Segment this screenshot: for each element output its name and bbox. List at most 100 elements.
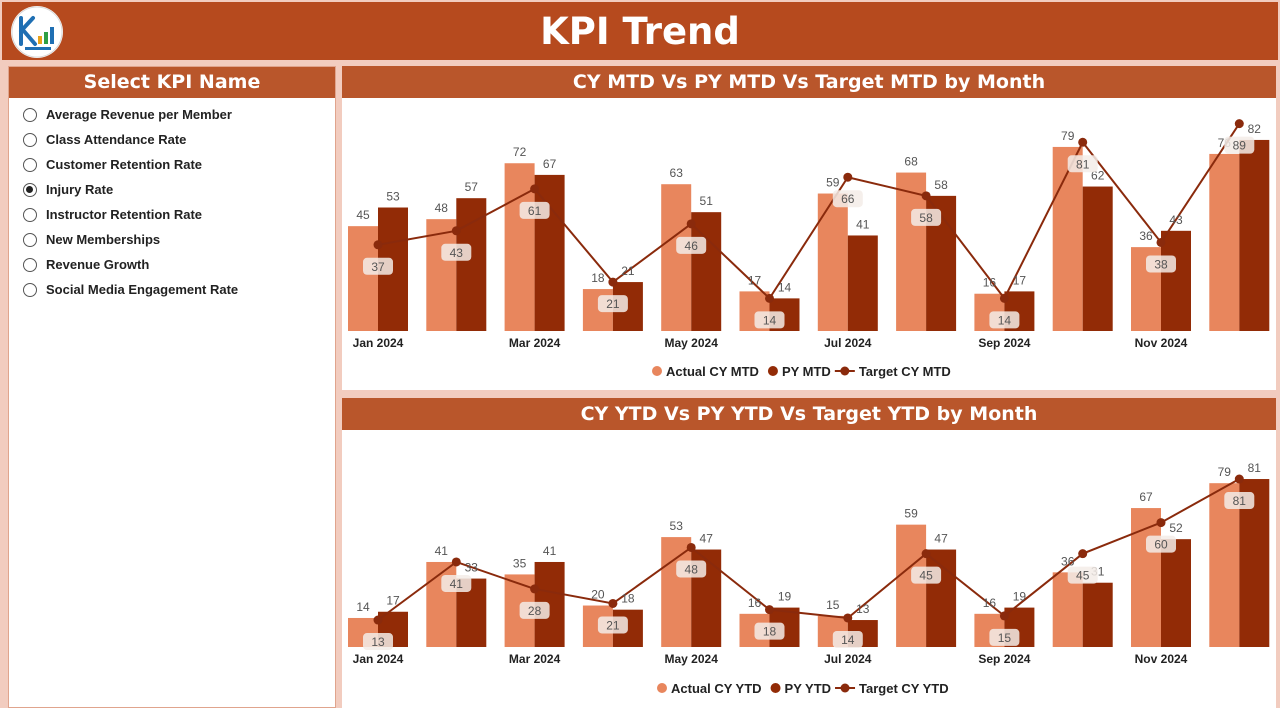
target-label-box	[1146, 535, 1176, 553]
target-label-box	[754, 622, 785, 640]
target-point	[765, 293, 774, 303]
py-value-label: 47	[934, 532, 948, 546]
mtd-chart-panel: CY MTD Vs PY MTD Vs Target MTD by Month …	[342, 66, 1276, 390]
radio-button[interactable]	[23, 182, 37, 197]
target-point	[1156, 518, 1166, 528]
legend-label: Actual CY YTD	[671, 681, 762, 696]
target-label-box	[363, 257, 393, 275]
py-value-label: 58	[934, 178, 948, 192]
target-value-label: 21	[606, 297, 620, 311]
target-point	[921, 191, 931, 201]
actual-value-label: 72	[513, 145, 527, 159]
radio-button[interactable]	[23, 132, 37, 147]
actual-value-label: 14	[356, 600, 370, 614]
target-point	[686, 542, 696, 552]
kpi-option-label: Injury Rate	[46, 182, 114, 197]
actual-value-label: 36	[1061, 554, 1075, 568]
company-logo	[11, 6, 63, 58]
actual-bar	[348, 226, 378, 331]
target-label-box	[1067, 566, 1098, 584]
radio-button[interactable]	[23, 257, 37, 272]
py-value-label: 67	[543, 157, 557, 171]
kpi-option-label: Revenue Growth	[46, 257, 150, 272]
target-label-box	[363, 633, 393, 651]
kpi-option[interactable]: Customer Retention Rate	[9, 152, 335, 177]
py-value-label: 17	[386, 594, 400, 608]
legend-marker	[657, 683, 667, 693]
actual-bar	[426, 219, 457, 331]
kpi-option[interactable]: New Memberships	[9, 227, 335, 252]
py-value-label: 81	[1248, 461, 1262, 475]
py-value-label: 21	[621, 264, 635, 278]
ytd-chart: 1417413335412018534716191513594716193631…	[348, 461, 1270, 696]
actual-value-label: 18	[591, 271, 605, 285]
kpi-option[interactable]: Class Attendance Rate	[9, 127, 335, 152]
target-point	[843, 172, 853, 182]
target-point	[373, 240, 383, 250]
actual-bar	[1052, 572, 1083, 647]
target-value-label: 81	[1076, 157, 1090, 171]
radio-button[interactable]	[23, 207, 37, 222]
actual-bar	[1052, 146, 1083, 331]
target-point	[921, 549, 931, 559]
kpi-option[interactable]: Revenue Growth	[9, 252, 335, 277]
target-point	[765, 605, 774, 615]
target-value-label: 45	[919, 569, 933, 583]
radio-button[interactable]	[23, 157, 37, 172]
target-point	[451, 557, 461, 567]
target-value-label: 89	[1233, 139, 1247, 153]
x-tick-label: Nov 2024	[1135, 336, 1188, 350]
py-value-label: 43	[1169, 213, 1183, 227]
py-bar	[1161, 230, 1191, 331]
x-tick-label: Jul 2024	[824, 652, 872, 666]
actual-value-label: 16	[983, 596, 997, 610]
legend-label: PY MTD	[782, 364, 831, 379]
kpi-option[interactable]: Average Revenue per Member	[9, 102, 335, 127]
target-point	[1234, 119, 1244, 129]
actual-bar	[1209, 483, 1240, 647]
target-point	[1234, 474, 1244, 484]
py-value-label: 47	[700, 532, 714, 546]
kpi-option[interactable]: Social Media Engagement Rate	[9, 277, 335, 302]
py-bar	[1082, 582, 1113, 647]
py-value-label: 51	[700, 194, 714, 208]
py-value-label: 52	[1169, 521, 1183, 535]
actual-bar	[817, 193, 848, 331]
target-point	[1078, 549, 1088, 559]
target-point	[530, 584, 540, 594]
target-label-box	[676, 560, 707, 578]
kpi-option[interactable]: Instructor Retention Rate	[9, 202, 335, 227]
x-tick-label: Jul 2024	[824, 336, 872, 350]
legend-marker	[840, 366, 850, 376]
py-value-label: 41	[856, 217, 870, 231]
x-tick-label: Jan 2024	[353, 336, 404, 350]
target-value-label: 58	[919, 211, 933, 225]
actual-value-label: 45	[356, 208, 370, 222]
target-point	[1078, 137, 1088, 147]
target-value-label: 28	[528, 604, 542, 618]
legend-marker	[767, 366, 778, 376]
x-tick-label: Mar 2024	[509, 336, 561, 350]
radio-button[interactable]	[23, 107, 37, 122]
x-tick-label: Mar 2024	[509, 652, 561, 666]
actual-value-label: 17	[748, 273, 762, 287]
actual-value-label: 79	[1218, 465, 1232, 479]
radio-button[interactable]	[23, 232, 37, 247]
target-point	[530, 184, 540, 194]
target-value-label: 18	[763, 625, 777, 639]
kpi-option[interactable]: Injury Rate	[9, 177, 335, 202]
header-bar: KPI Trend	[2, 2, 1278, 60]
py-value-label: 33	[465, 561, 479, 575]
target-value-label: 81	[1233, 494, 1247, 508]
legend-marker	[840, 683, 850, 693]
target-value-label: 38	[1154, 257, 1168, 271]
actual-value-label: 36	[1139, 229, 1153, 243]
mtd-chart-title: CY MTD Vs PY MTD Vs Target MTD by Month	[342, 66, 1276, 98]
kpi-option-label: Class Attendance Rate	[46, 132, 187, 147]
target-point	[373, 615, 383, 625]
target-point	[686, 219, 696, 229]
actual-bar	[1131, 508, 1161, 647]
radio-button[interactable]	[23, 282, 37, 297]
target-value-label: 14	[841, 633, 855, 647]
py-value-label: 19	[778, 590, 792, 604]
